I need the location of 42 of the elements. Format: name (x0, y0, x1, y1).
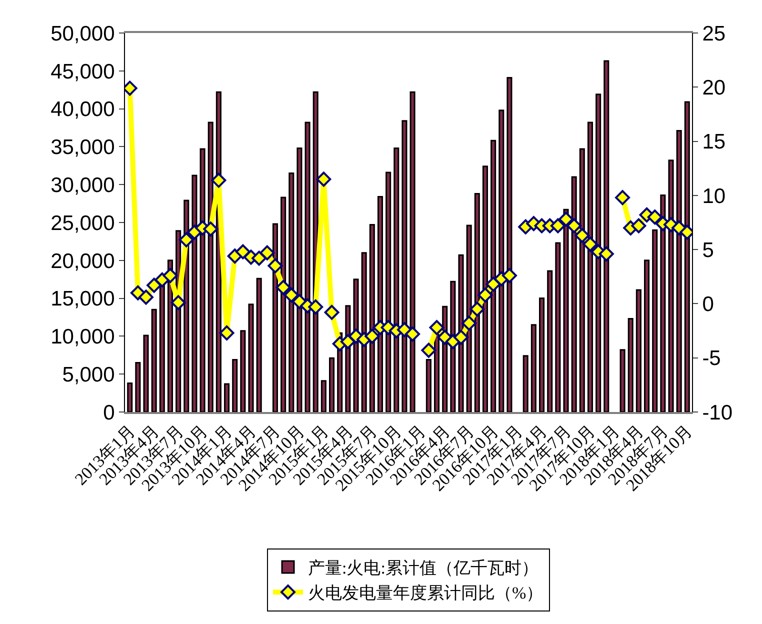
bar (143, 334, 149, 412)
bar (620, 349, 626, 412)
y-tick-label: 5,000 (62, 363, 115, 386)
bar (522, 355, 528, 412)
y-tick-label: 50,000 (50, 22, 115, 46)
bar (151, 308, 157, 412)
y-tick-label: 30,000 (50, 174, 115, 197)
y-tick-label: 10,000 (50, 326, 115, 349)
bar (547, 270, 553, 412)
bar (329, 357, 335, 412)
y2-tick-label: 5 (702, 238, 714, 262)
bar (320, 380, 326, 412)
bar (628, 318, 634, 412)
bar (555, 242, 561, 412)
bar (240, 330, 246, 412)
y2-tick-label: 15 (702, 130, 726, 154)
bar (127, 382, 133, 412)
bar (636, 289, 642, 412)
y2-tick-label: 20 (702, 76, 726, 100)
y2-tick-label: -10 (702, 401, 733, 424)
bar (135, 362, 141, 412)
bar (256, 278, 262, 412)
y2-tick-label: -5 (702, 347, 721, 370)
y-tick-label: 40,000 (50, 98, 115, 122)
bar (530, 324, 536, 412)
bar (224, 383, 230, 412)
y2-tick-label: 10 (702, 184, 726, 208)
y-tick-label: 15,000 (50, 288, 115, 311)
legend-label: 火电发电量年度累计同比（%） (308, 584, 544, 603)
y-tick-label: 25,000 (50, 212, 115, 235)
bar (248, 304, 254, 412)
y-tick-label: 35,000 (50, 136, 115, 160)
bar (232, 358, 238, 412)
y-tick-label: 45,000 (50, 60, 115, 84)
bar (644, 260, 650, 412)
bar (539, 298, 545, 412)
bar (652, 229, 658, 412)
y2-tick-label: 0 (702, 293, 714, 316)
y-tick-label: 0 (103, 401, 115, 424)
y-tick-label: 20,000 (50, 250, 115, 273)
legend-label: 产量:火电:累计值（亿千瓦时） (308, 558, 538, 578)
y2-tick-label: 25 (702, 22, 726, 46)
